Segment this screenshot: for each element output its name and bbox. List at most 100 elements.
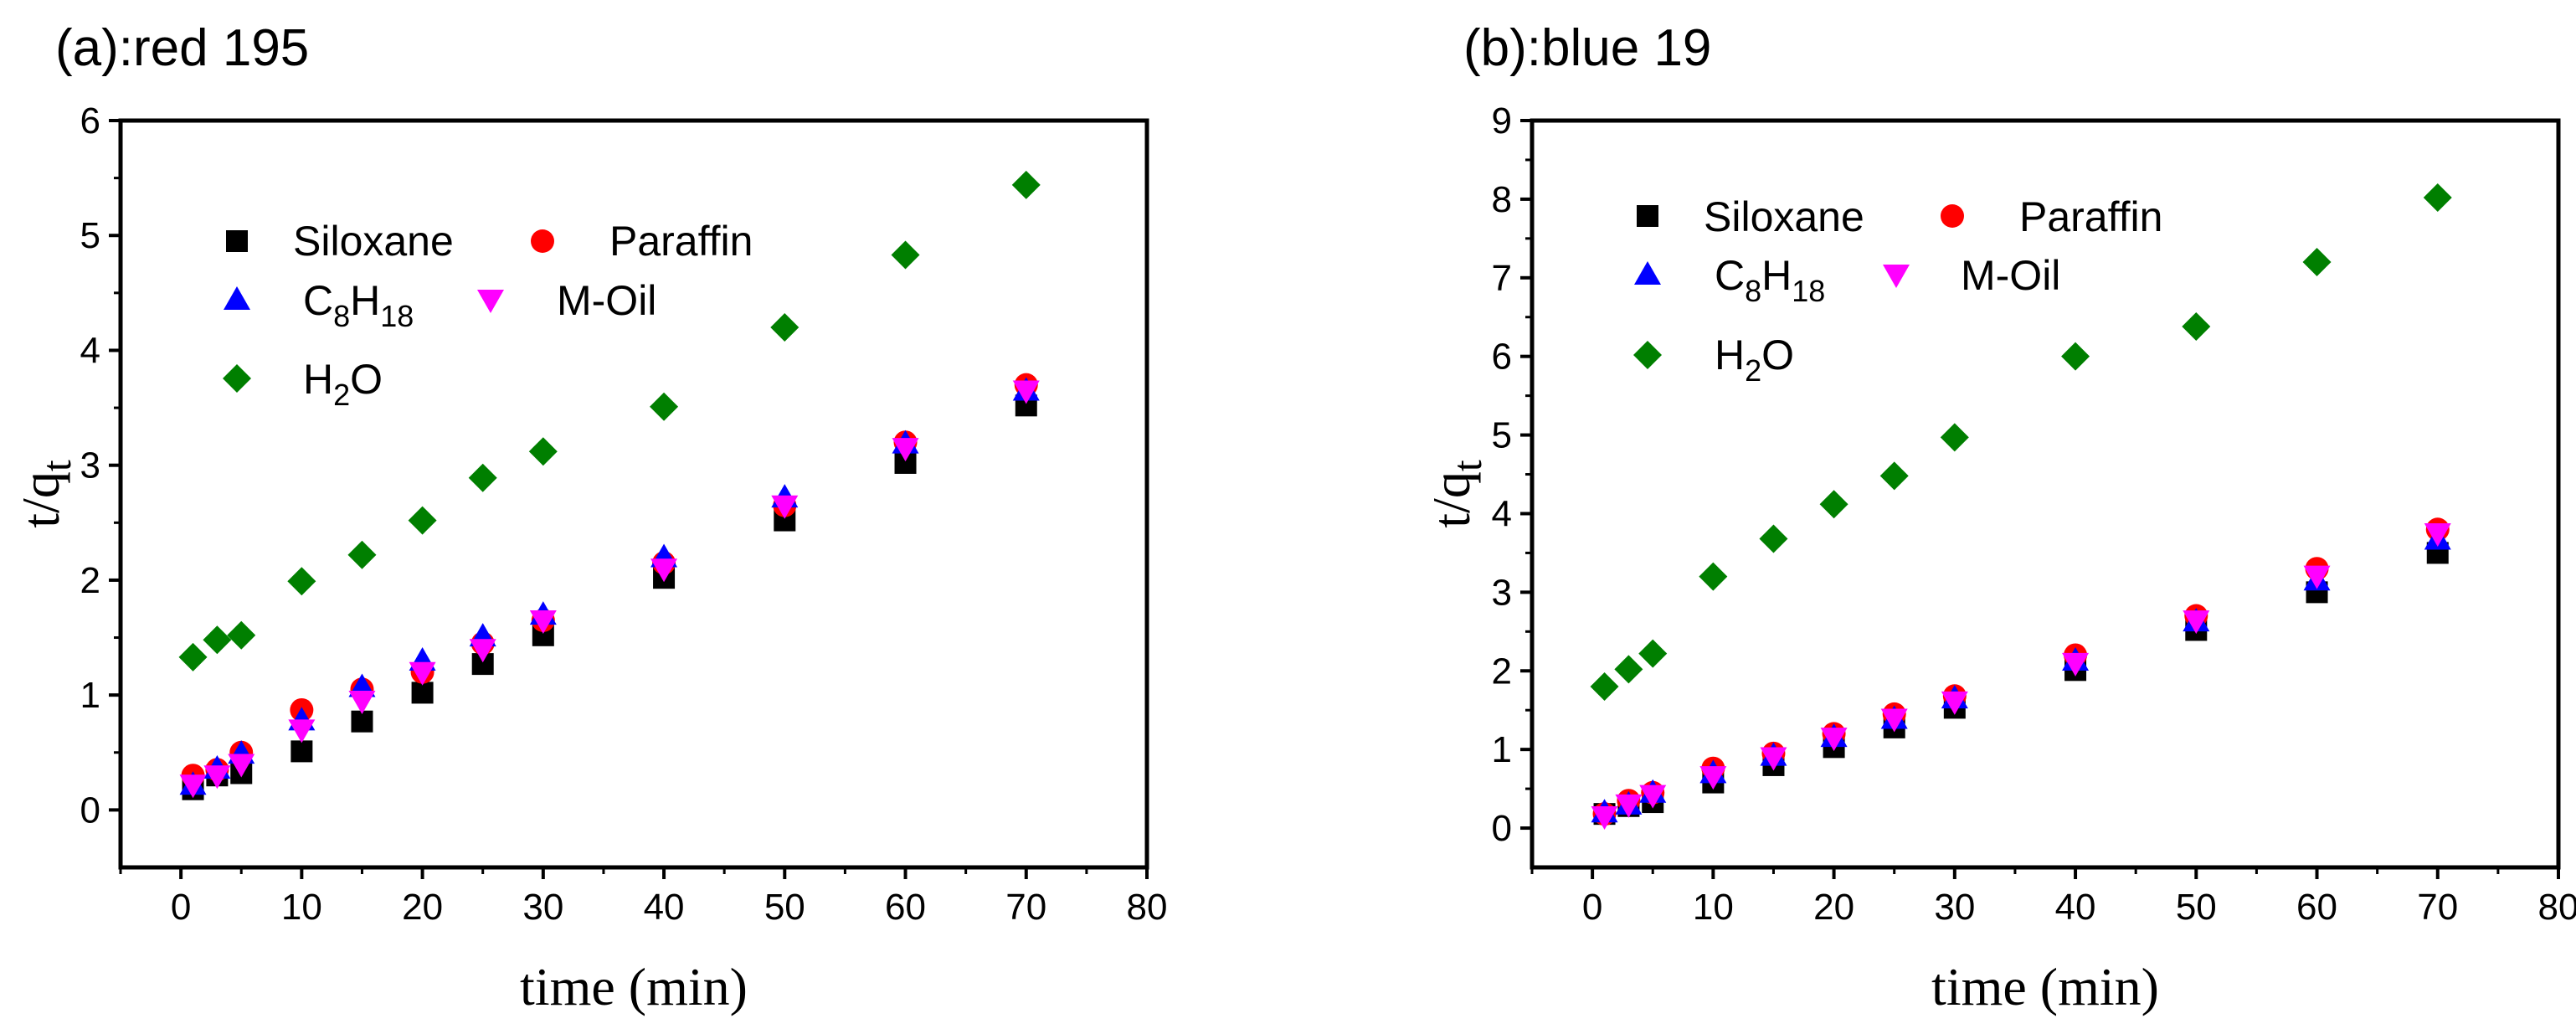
data-point bbox=[2302, 248, 2332, 277]
data-point bbox=[2061, 342, 2090, 371]
x-tick-label: 30 bbox=[522, 887, 563, 928]
panel-a-legend: Siloxane Paraffin C8H18 M-Oil H2O bbox=[223, 218, 753, 412]
data-point bbox=[203, 765, 231, 790]
data-point bbox=[411, 682, 434, 704]
data-point bbox=[1699, 766, 1727, 790]
data-point bbox=[2183, 610, 2210, 635]
legend-label-h2o: H2O bbox=[303, 356, 383, 412]
legend-marker-paraffin bbox=[531, 229, 554, 253]
legend-marker-paraffin bbox=[1941, 204, 1964, 228]
data-point bbox=[1638, 639, 1668, 668]
legend-marker-siloxane bbox=[226, 230, 248, 252]
legend-marker-shape bbox=[1941, 204, 1964, 228]
data-point bbox=[1615, 794, 1643, 818]
panel-a-markers bbox=[178, 170, 1041, 800]
y-tick-label: 9 bbox=[1492, 100, 1512, 141]
legend-marker-h2o bbox=[223, 364, 251, 393]
data-point bbox=[1820, 728, 1848, 752]
data-point bbox=[1012, 380, 1040, 404]
y-tick-label: 4 bbox=[1492, 493, 1512, 534]
y-tick-label: 1 bbox=[1492, 729, 1512, 770]
y-tick-label: 0 bbox=[80, 790, 100, 831]
data-point bbox=[469, 639, 496, 663]
x-tick-label: 10 bbox=[281, 887, 322, 928]
data-point bbox=[468, 463, 497, 492]
x-tick-label: 70 bbox=[2417, 887, 2458, 928]
data-point bbox=[1819, 490, 1848, 519]
data-point bbox=[771, 495, 799, 519]
data-point bbox=[178, 642, 208, 671]
panel-b-x-axis-label: time (min) bbox=[1931, 957, 2159, 1016]
data-point bbox=[650, 392, 679, 421]
x-tick-label: 20 bbox=[402, 887, 443, 928]
data-point bbox=[291, 740, 313, 763]
data-point bbox=[347, 540, 377, 569]
legend-marker-shape bbox=[1634, 261, 1661, 285]
y-tick-label: 1 bbox=[80, 675, 100, 716]
data-point bbox=[228, 754, 255, 778]
x-tick-label: 10 bbox=[1693, 887, 1734, 928]
series-h2o bbox=[178, 170, 1041, 671]
y-tick-label: 6 bbox=[1492, 337, 1512, 378]
x-tick-label: 40 bbox=[2055, 887, 2096, 928]
y-tick-label: 5 bbox=[80, 215, 100, 256]
data-point bbox=[348, 691, 376, 715]
y-tick-label: 6 bbox=[80, 100, 100, 141]
panel-a-x-axis-label: time (min) bbox=[520, 957, 748, 1016]
data-point bbox=[203, 625, 232, 655]
panel-a-title: (a):red 195 bbox=[55, 19, 309, 77]
data-point bbox=[1699, 562, 1728, 591]
legend-marker-siloxane bbox=[1637, 205, 1658, 227]
x-tick-label: 70 bbox=[1005, 887, 1046, 928]
legend-marker-shape bbox=[223, 364, 251, 393]
x-tick-label: 0 bbox=[171, 887, 191, 928]
data-point bbox=[227, 620, 256, 650]
data-point bbox=[1639, 785, 1667, 809]
series-m-oil bbox=[1591, 522, 2451, 830]
data-point bbox=[1880, 708, 1908, 733]
legend-label-moil: M-Oil bbox=[557, 277, 656, 324]
panel-a-y-axis-label: t/qt bbox=[11, 460, 80, 528]
x-tick-label: 50 bbox=[2176, 887, 2217, 928]
panel-b-y-axis-label: t/qt bbox=[1422, 460, 1490, 528]
panel-b-tick-labels: 0 10 20 30 40 50 60 70 80 0 1 2 3 4 5 6 7 8 9 bbox=[1492, 100, 2576, 928]
legend-label-siloxane: Siloxane bbox=[1704, 193, 1864, 240]
legend-label-moil: M-Oil bbox=[1961, 252, 2060, 299]
series-h2o bbox=[1590, 183, 2452, 702]
y-tick-label: 3 bbox=[80, 445, 100, 486]
data-point bbox=[288, 719, 316, 743]
legend-label-paraffin: Paraffin bbox=[609, 218, 753, 265]
x-tick-label: 60 bbox=[885, 887, 926, 928]
data-point bbox=[650, 558, 678, 583]
data-point bbox=[287, 567, 316, 596]
data-point bbox=[1011, 170, 1041, 199]
data-point bbox=[1591, 805, 1618, 830]
panel-a-tick-labels: 0 10 20 30 40 50 60 70 80 0 1 2 3 4 5 6 bbox=[80, 100, 1168, 928]
data-point bbox=[529, 610, 557, 634]
legend-marker-shape bbox=[1637, 205, 1658, 227]
x-tick-label: 30 bbox=[1934, 887, 1975, 928]
y-tick-label: 8 bbox=[1492, 179, 1512, 220]
panel-a: (a):red 195 0 10 20 30 40 50 60 70 80 0 1 2 3 4 5 6 tim… bbox=[11, 19, 1167, 1016]
legend-marker-moil bbox=[477, 290, 504, 313]
legend-marker-shape bbox=[1883, 265, 1910, 288]
y-tick-label: 7 bbox=[1492, 258, 1512, 299]
panel-b: (b):blue 19 0 10 20 30 40 50 60 70 800123456789 … bbox=[1422, 19, 2576, 1016]
legend-marker-shape bbox=[531, 229, 554, 253]
y-tick-label: 4 bbox=[80, 330, 100, 371]
y-tick-label: 3 bbox=[1492, 572, 1512, 613]
x-tick-label: 80 bbox=[2538, 887, 2576, 928]
legend-label-c8h18: C8H18 bbox=[1715, 252, 1825, 308]
data-point bbox=[1760, 747, 1787, 771]
panel-b-plot-frame bbox=[1530, 118, 2561, 870]
panel-a-plot-frame bbox=[118, 118, 1149, 870]
data-point bbox=[1941, 691, 1968, 715]
panel-b-ticks bbox=[1520, 119, 2560, 879]
data-point bbox=[1614, 655, 1643, 684]
x-tick-label: 80 bbox=[1127, 887, 1168, 928]
data-point bbox=[2182, 312, 2211, 342]
x-tick-label: 40 bbox=[644, 887, 685, 928]
legend-label-siloxane: Siloxane bbox=[293, 218, 454, 265]
data-point bbox=[891, 240, 920, 270]
